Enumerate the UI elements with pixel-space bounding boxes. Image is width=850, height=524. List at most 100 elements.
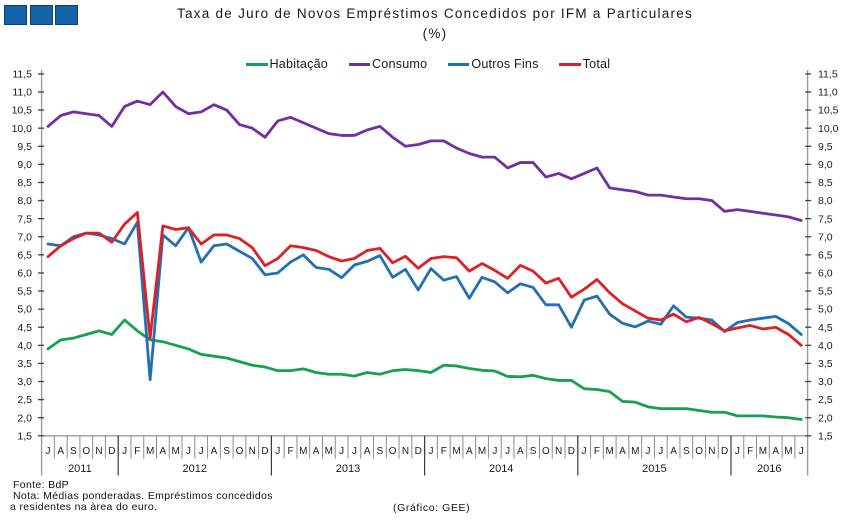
year-label: 2012 [183,463,207,475]
month-label: N [555,446,562,457]
month-label: M [759,446,767,457]
series-line-total [46,211,803,347]
month-label: F [441,446,447,457]
month-label: O [236,446,244,457]
legend-swatch [559,63,581,66]
month-label: J [339,446,344,457]
chart-subtitle: (%) [422,26,448,41]
y-tick-label-right: 11,5 [818,69,838,81]
year-label: 2016 [757,463,781,475]
y-tick-label-left: 3,0 [17,376,32,388]
y-tick-label-left: 11,5 [12,69,32,81]
month-label: A [619,446,626,457]
month-label: J [646,446,651,457]
month-label: M [452,446,460,457]
chart-title: Taxa de Juro de Novos Empréstimos Conced… [177,6,693,21]
y-tick-label-left: 5,0 [17,304,32,316]
y-tick-label-left: 10,0 [12,123,33,135]
month-label: J [199,446,204,457]
month-label: A [517,446,524,457]
month-label: N [402,446,409,457]
legend-label: Consumo [372,57,428,71]
y-tick-label-left: 4,5 [17,322,32,334]
month-label: D [721,446,728,457]
y-tick-label-left: 2,0 [17,412,32,424]
month-label: D [108,446,115,457]
month-label: A [160,446,167,457]
month-label: J [505,446,510,457]
y-tick-label-left: 3,5 [17,358,32,370]
year-label: 2013 [336,463,360,475]
y-tick-label-right: 4,5 [818,322,833,334]
y-tick-label-right: 6,0 [818,268,833,280]
month-label: D [415,446,422,457]
y-tick-label-right: 11,0 [818,87,838,99]
chart-title-block: Taxa de Juro de Novos Empréstimos Conced… [0,4,850,44]
month-label: N [249,446,256,457]
month-label: S [223,446,230,457]
y-tick-label-right: 8,5 [818,177,833,189]
chart-legend: Habitação Consumo Outros Fins Total [246,57,610,72]
y-tick-label-left: 8,5 [17,177,32,189]
legend-item-total: Total [559,57,610,72]
year-label: 2015 [642,463,666,475]
month-label: J [352,446,357,457]
month-label: J [799,446,804,457]
y-tick-label-right: 2,0 [818,412,833,424]
legend-swatch [246,63,268,66]
month-label: A [670,446,677,457]
y-tick-label-right: 6,5 [818,249,833,261]
credit-note: (Gráfico: GEE) [393,502,471,514]
month-label: D [261,446,268,457]
y-tick-label-left: 11,0 [12,87,32,99]
note-line-2: a residentes na àrea do euro. [10,501,158,513]
y-tick-label-right: 1,5 [818,430,833,442]
month-label: F [134,446,140,457]
y-tick-label-right: 8,0 [818,195,833,207]
y-tick-label-right: 3,0 [818,376,833,388]
logo-square-1 [4,5,27,25]
series-line-outros-fins [46,220,803,382]
gee-logo [4,5,79,25]
month-label: N [95,446,102,457]
y-tick-label-left: 6,0 [17,268,32,280]
month-label: J [735,446,740,457]
month-label: A [772,446,779,457]
legend-item-outros-fins: Outros Fins [447,57,539,72]
month-label: F [747,446,753,457]
legend-item-habitação: Habitação [246,57,328,72]
month-label: J [582,446,587,457]
series-line-habitação [46,318,803,421]
y-tick-label-right: 5,5 [818,286,833,298]
chart-footnotes: Fonte: BdP Nota: Médias ponderadas. Empr… [10,480,273,513]
legend-swatch [447,63,470,66]
month-label: J [45,446,50,457]
logo-square-3 [55,5,79,25]
y-tick-label-right: 3,5 [818,358,833,370]
y-tick-label-left: 1,5 [17,430,32,442]
y-tick-label-left: 6,5 [17,249,32,261]
y-tick-label-right: 10,0 [818,123,839,135]
month-label: M [478,446,486,457]
month-label: M [784,446,792,457]
month-label: A [211,446,218,457]
month-label: F [594,446,600,457]
month-label: O [542,446,550,457]
y-tick-label-right: 4,0 [818,340,833,352]
y-tick-label-right: 9,5 [818,141,833,153]
month-label: J [186,446,191,457]
year-label: 2011 [68,463,92,475]
legend-label: Habitação [269,57,329,71]
month-label: S [377,446,384,457]
y-tick-label-left: 2,5 [17,394,32,406]
month-label: M [171,446,179,457]
y-tick-label-left: 8,0 [17,195,32,207]
month-label: N [708,446,715,457]
month-label: S [530,446,537,457]
y-tick-label-right: 7,0 [818,231,833,243]
y-tick-label-left: 9,0 [17,159,32,171]
month-label: D [568,446,575,457]
month-label: M [631,446,639,457]
